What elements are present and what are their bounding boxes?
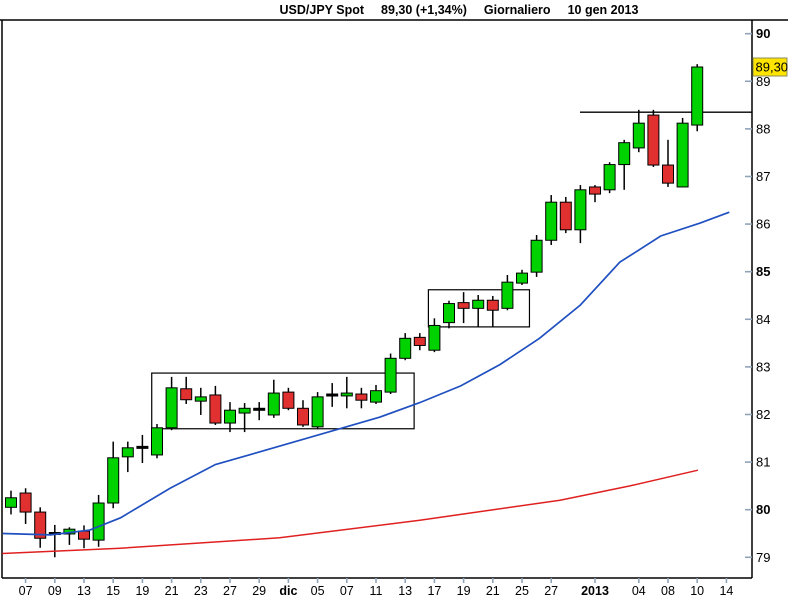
candle-body (516, 272, 528, 284)
candle-body (486, 299, 499, 311)
candle-body (370, 390, 382, 403)
x-tick-label: 2013 (581, 584, 609, 598)
title-date: 10 gen 2013 (567, 3, 639, 17)
candle-body (19, 492, 32, 513)
moving-average-fast-line (2, 211, 730, 536)
candle-body (194, 396, 207, 402)
title-symbol: USD/JPY Spot (279, 3, 365, 17)
candle-body (457, 302, 470, 309)
candle-body (443, 303, 455, 324)
candle-body (676, 122, 689, 188)
y-tick-label: 84 (756, 312, 770, 327)
candle-body (589, 186, 601, 195)
y-tick-label: 87 (756, 169, 770, 184)
x-tick-label: 04 (632, 584, 646, 598)
x-tick-label: 07 (340, 584, 354, 598)
x-tick-label: 19 (457, 584, 471, 598)
y-tick-label: 83 (756, 359, 770, 374)
y-tick-label: 81 (756, 455, 770, 470)
candle-body (603, 164, 616, 191)
candle-body (574, 189, 587, 231)
candle-body (121, 447, 134, 458)
last-price-tag (752, 57, 788, 77)
title-quote: 89,30 (+1,34%) (381, 3, 467, 17)
candle-body (559, 201, 572, 231)
candle-body (311, 396, 324, 428)
x-tick-label: 25 (515, 584, 529, 598)
y-tick-label: 88 (756, 121, 770, 136)
candle-body (340, 392, 353, 397)
candle-body (224, 409, 236, 424)
x-tick-label: dic (279, 584, 297, 598)
candle-body (413, 336, 426, 346)
y-tick-label: 90 (756, 26, 770, 41)
x-tick-label: 10 (690, 584, 704, 598)
candle-body (92, 502, 105, 541)
x-tick-label: 19 (135, 584, 149, 598)
x-tick-label: 05 (311, 584, 325, 598)
y-tick-label: 86 (756, 217, 770, 232)
x-tick-label: 21 (486, 584, 500, 598)
consolidation-box-1 (151, 372, 415, 430)
y-tick-label: 85 (756, 264, 770, 279)
candle-body (662, 164, 674, 184)
x-tick-label: 08 (661, 584, 675, 598)
x-tick-label: 07 (19, 584, 33, 598)
candle-body (472, 299, 485, 309)
y-tick-label: 89 (756, 74, 770, 89)
x-tick-label: 27 (223, 584, 237, 598)
candle-body (180, 388, 193, 401)
candle-body (78, 530, 90, 540)
candle-body (5, 497, 17, 508)
candle-body (253, 407, 266, 411)
moving-average-slow-line (2, 469, 699, 555)
candle-body (647, 114, 660, 166)
y-tick-label: 80 (756, 502, 770, 517)
candle-body (632, 122, 645, 149)
candle-body (209, 394, 222, 424)
x-tick-label: 09 (48, 584, 62, 598)
y-tick-label: 82 (756, 407, 770, 422)
candle-body (136, 445, 149, 449)
candle-body (501, 281, 514, 309)
candle-body (165, 387, 178, 429)
candle-body (107, 457, 120, 504)
candle-body (428, 324, 441, 351)
x-tick-label: 15 (106, 584, 120, 598)
candle-body (297, 407, 309, 426)
candle-body (282, 391, 295, 409)
candle-body (238, 407, 251, 414)
candle-body (530, 239, 543, 273)
candle-body (545, 201, 558, 241)
x-tick-label: 21 (165, 584, 179, 598)
x-tick-label: 11 (370, 584, 383, 598)
candle-body (691, 66, 704, 126)
x-tick-label: 23 (194, 584, 208, 598)
x-tick-label: 13 (77, 584, 91, 598)
x-tick-label: 29 (252, 584, 266, 598)
candle-body (399, 337, 412, 359)
chart-title: USD/JPY Spot 89,30 (+1,34%) Giornaliero … (0, 1, 788, 19)
candle-body (326, 393, 339, 397)
candle-body (267, 392, 280, 416)
candle-body (384, 357, 397, 393)
candle-body (34, 511, 47, 539)
candle-body (618, 142, 631, 166)
x-tick-label: 14 (719, 584, 733, 598)
last-price-tag-label: 89,30 (756, 60, 788, 75)
x-tick-label: 27 (544, 584, 558, 598)
candle-body (151, 427, 163, 456)
x-tick-label: 17 (427, 584, 441, 598)
y-tick-label: 79 (756, 550, 770, 565)
title-timeframe: Giornaliero (483, 3, 551, 17)
candle-body (355, 393, 368, 401)
x-tick-label: 13 (398, 584, 412, 598)
